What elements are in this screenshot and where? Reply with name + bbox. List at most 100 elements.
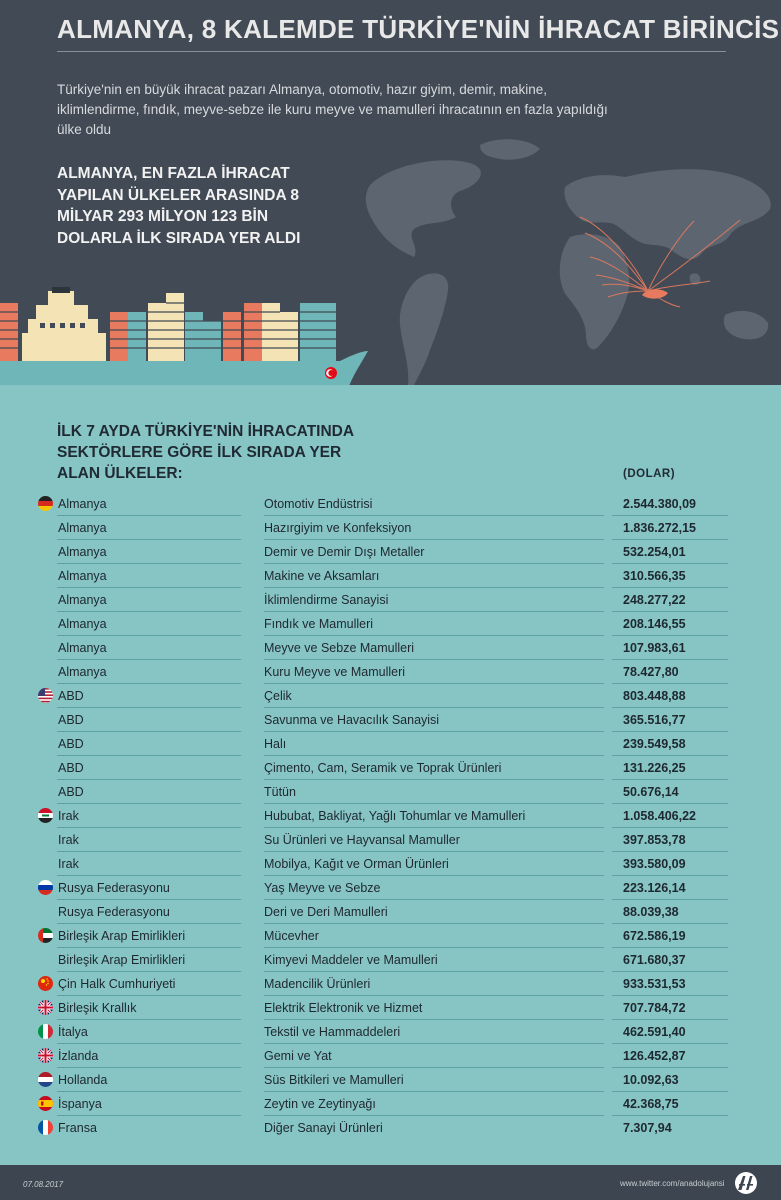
country-name: Almanya [58,545,107,559]
sector-name: Savunma ve Havacılık Sanayisi [264,713,440,727]
unit-label: (DOLAR) [623,468,676,480]
table-title: İLK 7 AYDA TÜRKİYE'NİN İHRACATINDA SEKTÖ… [57,423,354,482]
export-value: 310.566,35 [623,569,686,583]
table-row: ABD Çimento, Cam, Seramik ve Toprak Ürün… [0,756,781,780]
country-name: Almanya [58,617,107,631]
sector-name: Otomotiv Endüstrisi [264,497,373,511]
sector-name: Hazırgiyim ve Konfeksiyon [264,521,412,535]
country-name: ABD [58,761,84,775]
sector-name: Kimyevi Maddeler ve Mamulleri [264,953,438,967]
sector-name: Mobilya, Kağıt ve Orman Ürünleri [264,857,449,871]
table-row: ABD Halı 239.549,58 [0,732,781,756]
sector-name: Mücevher [264,929,319,943]
country-name: Rusya Federasyonu [58,881,170,895]
table-row: Birleşik Arap Emirlikleri Kimyevi Maddel… [0,948,781,972]
table-row: Fransa Diğer Sanayi Ürünleri 7.307,94 [0,1116,781,1140]
table-row: İspanya Zeytin ve Zeytinyağı 42.368,75 [0,1092,781,1116]
iceland-flag-icon [38,1048,53,1063]
table-row: ABD Çelik 803.448,88 [0,684,781,708]
spain-flag-icon [38,1096,53,1111]
sector-name: Halı [264,737,287,751]
table-row: İzlanda Gemi ve Yat 126.452,87 [0,1044,781,1068]
table-row: Almanya Hazırgiyim ve Konfeksiyon 1.836.… [0,516,781,540]
export-value: 50.676,14 [623,785,679,799]
twitter-link[interactable]: www.twitter.com/anadolujansi [620,1179,725,1188]
table-row: ABD Tütün 50.676,14 [0,780,781,804]
export-value: 462.591,40 [623,1025,686,1039]
sector-name: Elektrik Elektronik ve Hizmet [264,1001,423,1015]
country-name: Birleşik Arap Emirlikleri [58,929,186,943]
sector-name: Fındık ve Mamulleri [264,617,374,631]
country-name: İzlanda [58,1049,99,1063]
export-value: 7.307,94 [623,1121,672,1135]
sector-name: Kuru Meyve ve Mamulleri [264,665,406,679]
sector-name: Süs Bitkileri ve Mamulleri [264,1073,404,1087]
page-subtitle: Türkiye'nin en büyük ihracat pazarı Alma… [57,82,608,137]
export-value: 393.580,09 [623,857,686,871]
page-title: ALMANYA, 8 KALEMDE TÜRKİYE'NİN İHRACAT B… [57,14,781,44]
sector-name: Tekstil ve Hammaddeleri [264,1025,401,1039]
sector-name: Diğer Sanayi Ürünleri [264,1121,383,1135]
export-value: 42.368,75 [623,1097,679,1111]
germany-flag-icon [38,496,53,511]
export-value: 365.516,77 [623,713,686,727]
export-value: 78.427,80 [623,665,679,679]
table-row: Hollanda Süs Bitkileri ve Mamulleri 10.0… [0,1068,781,1092]
export-value: 2.544.380,09 [623,497,696,511]
table-row: Almanya Meyve ve Sebze Mamulleri 107.983… [0,636,781,660]
export-value: 1.836.272,15 [623,521,696,535]
export-table: Almanya Otomotiv Endüstrisi 2.544.380,09… [0,492,781,1140]
sector-name: Madencilik Ürünleri [264,977,371,991]
export-value: 532.254,01 [623,545,686,559]
table-panel: İLK 7 AYDA TÜRKİYE'NİN İHRACATINDA SEKTÖ… [0,385,781,1165]
country-name: Hollanda [58,1073,108,1087]
country-name: Almanya [58,641,107,655]
table-row: Almanya Makine ve Aksamları 310.566,35 [0,564,781,588]
sector-name: Çimento, Cam, Seramik ve Toprak Ürünleri [264,761,502,775]
italy-flag-icon [38,1024,53,1039]
table-row: İtalya Tekstil ve Hammaddeleri 462.591,4… [0,1020,781,1044]
table-row: ABD Savunma ve Havacılık Sanayisi 365.51… [0,708,781,732]
uk-flag-icon [38,1000,53,1015]
table-row: Almanya Otomotiv Endüstrisi 2.544.380,09 [0,492,781,516]
sector-name: Tütün [264,785,296,799]
country-name: Irak [58,833,79,847]
export-value: 208.146,55 [623,617,686,631]
table-row: Çin Halk Cumhuriyeti Madencilik Ürünleri… [0,972,781,996]
table-row: Rusya Federasyonu Yaş Meyve ve Sebze 223… [0,876,781,900]
table-row: Birleşik Krallık Elektrik Elektronik ve … [0,996,781,1020]
export-value: 88.039,38 [623,905,679,919]
export-value: 131.226,25 [623,761,686,775]
table-row: Rusya Federasyonu Deri ve Deri Mamulleri… [0,900,781,924]
sector-name: Meyve ve Sebze Mamulleri [264,641,415,655]
country-name: Almanya [58,593,107,607]
title-divider [57,51,726,52]
aa-logo-icon [735,1172,757,1194]
footer: 07.08.2017 www.twitter.com/anadolujansi [0,1165,781,1200]
export-value: 1.058.406,22 [623,809,696,823]
usa-flag-icon [38,688,53,703]
iraq-flag-icon [38,808,53,823]
country-name: ABD [58,713,84,727]
country-name: Fransa [58,1121,97,1135]
export-value: 107.983,61 [623,641,686,655]
country-name: Çin Halk Cumhuriyeti [58,977,176,991]
france-flag-icon [38,1120,53,1135]
netherlands-flag-icon [38,1072,53,1087]
sector-name: Çelik [264,689,292,703]
country-name: Irak [58,857,79,871]
russia-flag-icon [38,880,53,895]
export-value: 248.277,22 [623,593,686,607]
sector-name: Hububat, Bakliyat, Yağlı Tohumlar ve Mam… [264,809,526,823]
sector-name: Makine ve Aksamları [264,569,380,583]
table-row: Irak Hububat, Bakliyat, Yağlı Tohumlar v… [0,804,781,828]
country-name: Irak [58,809,79,823]
table-row: Almanya İklimlendirme Sanayisi 248.277,2… [0,588,781,612]
export-value: 671.680,37 [623,953,686,967]
uae-flag-icon [38,928,53,943]
export-value: 126.452,87 [623,1049,686,1063]
country-name: ABD [58,737,84,751]
country-name: İspanya [58,1097,102,1111]
country-name: Almanya [58,497,107,511]
table-row: Irak Su Ürünleri ve Hayvansal Mamuller 3… [0,828,781,852]
